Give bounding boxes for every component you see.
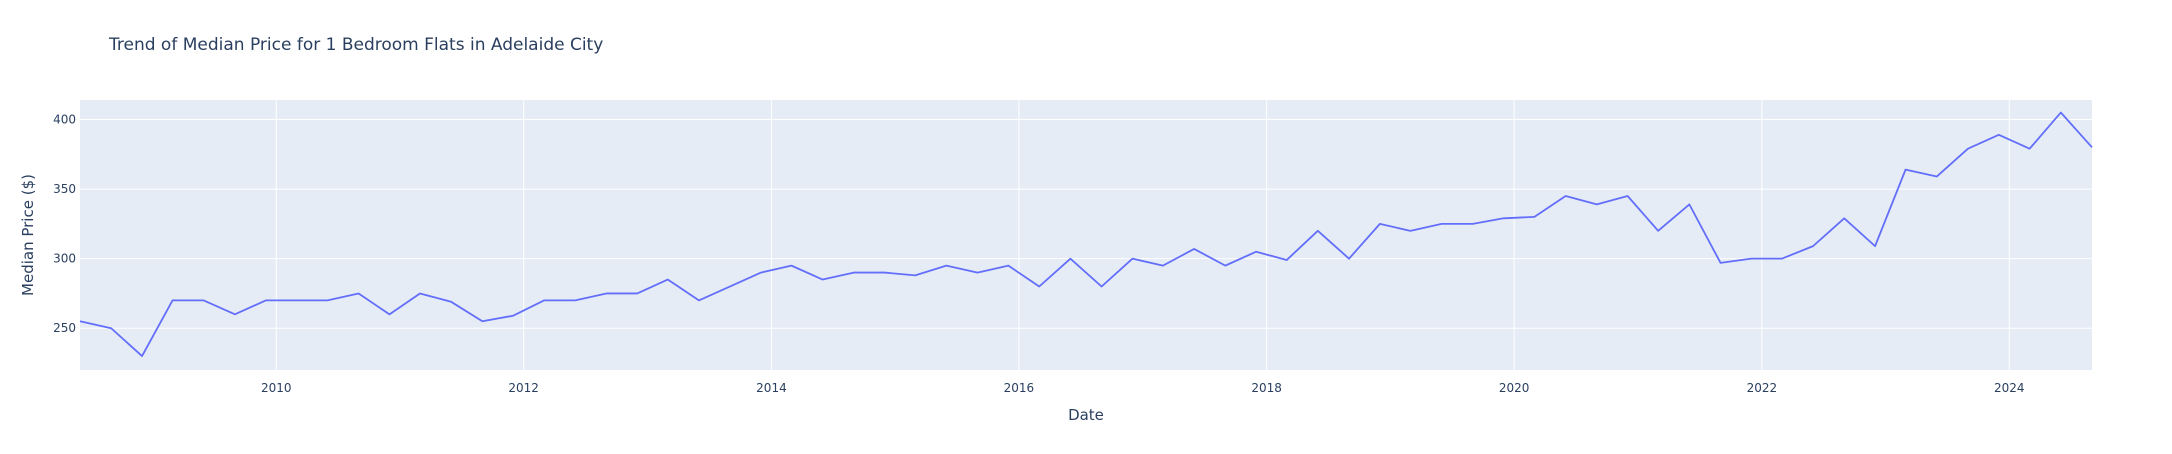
series-line <box>79 111 2093 357</box>
x-tick-label: 2022 <box>1747 381 1778 395</box>
x-axis-ticks: 2010 2012 2014 2016 2018 2020 2022 2024 <box>261 381 2025 395</box>
chart-title: Trend of Median Price for 1 Bedroom Flat… <box>108 35 603 55</box>
y-tick-label: 400 <box>53 112 76 126</box>
x-gridlines <box>275 100 2010 370</box>
y-tick-label: 250 <box>53 321 76 335</box>
x-tick-label: 2014 <box>756 381 787 395</box>
y-axis-ticks: 250 300 350 400 <box>53 112 76 335</box>
y-tick-label: 300 <box>53 252 76 266</box>
y-axis-label: Median Price ($) <box>19 174 37 296</box>
plot-area <box>80 100 2092 370</box>
x-tick-label: 2024 <box>1994 381 2025 395</box>
y-tick-label: 350 <box>53 182 76 196</box>
x-tick-label: 2020 <box>1499 381 1530 395</box>
x-tick-label: 2012 <box>508 381 539 395</box>
x-tick-label: 2018 <box>1251 381 1282 395</box>
x-tick-label: 2016 <box>1004 381 1035 395</box>
x-tick-label: 2010 <box>261 381 292 395</box>
x-axis-label: Date <box>1068 406 1104 424</box>
